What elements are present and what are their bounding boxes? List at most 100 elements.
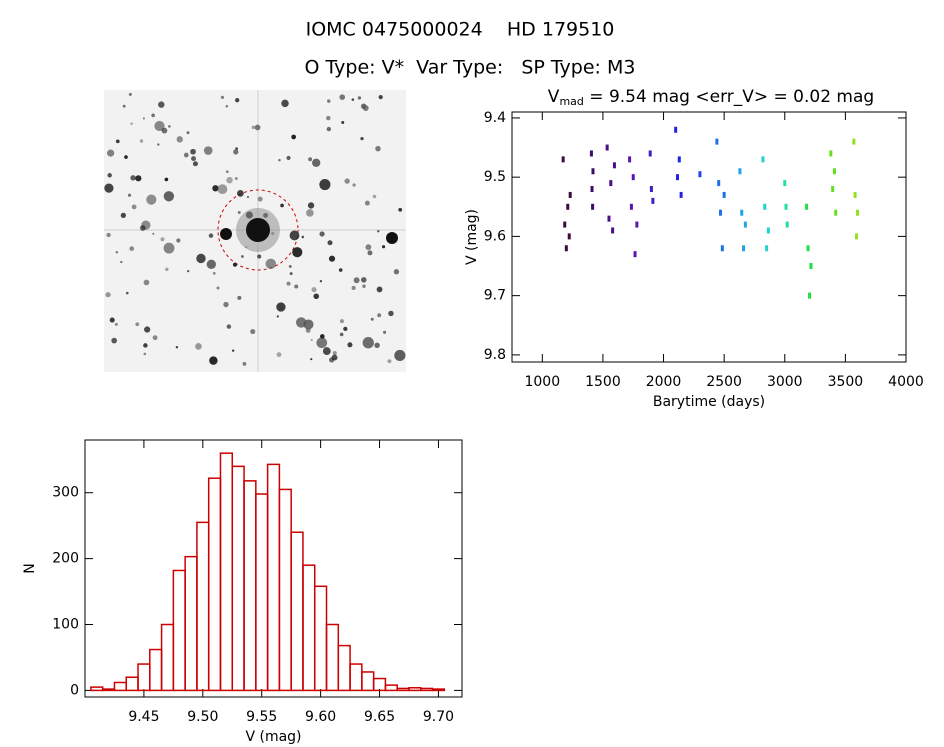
star — [387, 359, 392, 364]
star — [163, 242, 175, 254]
title-main: V — [548, 87, 560, 107]
star — [251, 125, 256, 130]
x-axis-label: Barytime (days) — [653, 394, 765, 410]
star — [122, 104, 126, 108]
star — [276, 302, 286, 312]
star — [187, 269, 190, 273]
x-tick-label: 3000 — [767, 374, 803, 390]
star — [307, 202, 315, 209]
data-point — [698, 171, 702, 178]
x-tick-label: 9.55 — [246, 709, 277, 725]
y-tick-label: 9.5 — [484, 169, 506, 185]
star — [316, 337, 328, 349]
star — [208, 233, 214, 238]
star — [305, 327, 311, 333]
star — [288, 265, 292, 268]
star — [212, 271, 216, 275]
x-tick-label: 9.70 — [423, 709, 454, 725]
histogram-bar — [396, 687, 410, 692]
data-point — [784, 203, 788, 210]
data-point — [631, 174, 635, 181]
star — [319, 231, 325, 237]
data-point — [829, 150, 833, 157]
x-tick-label: 9.50 — [187, 709, 218, 725]
star — [310, 358, 313, 361]
star — [111, 337, 118, 344]
star — [339, 332, 344, 337]
x-tick-label: 9.45 — [128, 709, 159, 725]
star — [127, 193, 132, 197]
star — [143, 352, 147, 356]
histogram-bar — [266, 463, 281, 692]
star — [351, 285, 356, 290]
star — [360, 137, 364, 141]
data-point — [564, 245, 568, 252]
data-point — [674, 126, 678, 133]
star — [192, 161, 198, 167]
data-point — [855, 233, 859, 240]
histogram-bar — [325, 623, 340, 692]
data-point — [629, 203, 633, 210]
data-point — [568, 191, 572, 198]
star — [107, 173, 112, 178]
star — [393, 269, 400, 275]
star — [347, 342, 353, 348]
star — [152, 335, 158, 341]
title-subscript: mad — [559, 95, 583, 108]
star — [135, 175, 142, 182]
star — [388, 310, 394, 317]
data-point — [831, 186, 835, 193]
data-point — [856, 209, 860, 216]
star — [231, 349, 235, 352]
data-point — [765, 245, 769, 252]
star — [250, 328, 256, 335]
star — [357, 96, 362, 100]
histogram-bar — [361, 671, 375, 692]
star — [319, 178, 331, 191]
star — [176, 238, 181, 243]
star — [154, 120, 165, 132]
star — [362, 105, 369, 111]
star — [339, 94, 346, 100]
star — [107, 149, 115, 157]
star — [225, 105, 229, 108]
x-tick-label: 9.65 — [364, 709, 395, 725]
y-axis-label: N — [22, 563, 38, 573]
star — [234, 176, 238, 181]
star — [291, 134, 296, 140]
x-tick-label: 1500 — [585, 374, 621, 390]
x-tick-label: 2500 — [706, 374, 742, 390]
data-point — [651, 197, 655, 204]
star — [146, 194, 157, 205]
data-point — [719, 209, 723, 216]
star — [236, 189, 244, 197]
star — [329, 357, 335, 363]
data-point — [785, 221, 789, 228]
star — [190, 148, 196, 155]
star — [353, 277, 360, 284]
star — [206, 259, 216, 269]
star — [142, 117, 145, 120]
data-point — [738, 168, 742, 175]
plot-frame — [84, 439, 463, 698]
data-point — [648, 150, 652, 157]
data-point — [806, 245, 810, 252]
y-tick-label: 9.6 — [484, 228, 506, 244]
star — [164, 177, 169, 182]
data-point — [561, 156, 565, 163]
star — [383, 330, 387, 334]
star — [326, 115, 331, 121]
star — [377, 230, 380, 233]
data-point — [834, 209, 838, 216]
star — [157, 143, 160, 146]
data-point — [805, 203, 809, 210]
histogram-bar — [196, 521, 210, 692]
data-point — [853, 191, 857, 198]
star — [332, 351, 337, 356]
star-field-image — [104, 90, 406, 372]
data-point — [717, 180, 721, 187]
target-circle — [217, 189, 299, 271]
histogram-bar — [160, 623, 175, 692]
star — [281, 99, 289, 108]
star — [370, 317, 374, 321]
